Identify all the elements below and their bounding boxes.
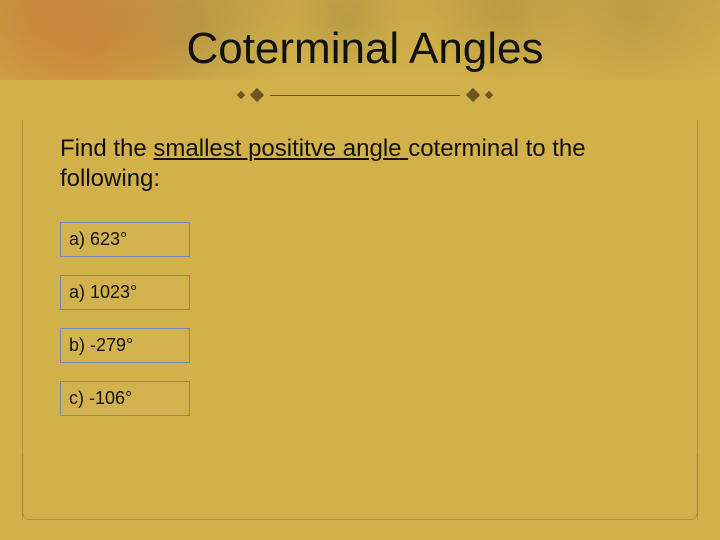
slide-frame-right — [697, 120, 698, 520]
prompt-underlined: smallest posititve angle — [153, 135, 408, 162]
divider-diamond-icon — [466, 88, 480, 102]
prompt-text: Find the smallest posititve angle coterm… — [60, 134, 670, 194]
divider-diamond-icon — [237, 91, 245, 99]
list-item: a) 1023° — [60, 275, 190, 310]
list-item: b) -279° — [60, 328, 190, 363]
title-divider — [60, 90, 670, 100]
divider-diamond-icon — [250, 88, 264, 102]
slide-container: Coterminal Angles Find the smallest posi… — [0, 0, 720, 540]
list-item: c) -106° — [60, 381, 190, 416]
divider-diamond-icon — [485, 91, 493, 99]
slide-frame-bottom — [22, 454, 698, 520]
divider-line — [270, 95, 460, 96]
slide-title: Coterminal Angles — [60, 24, 670, 74]
list-item: a) 623° — [60, 222, 190, 257]
prompt-before: Find the — [60, 135, 153, 162]
slide-frame-left — [22, 120, 23, 520]
items-list: a) 623° a) 1023° b) -279° c) -106° — [60, 222, 190, 416]
